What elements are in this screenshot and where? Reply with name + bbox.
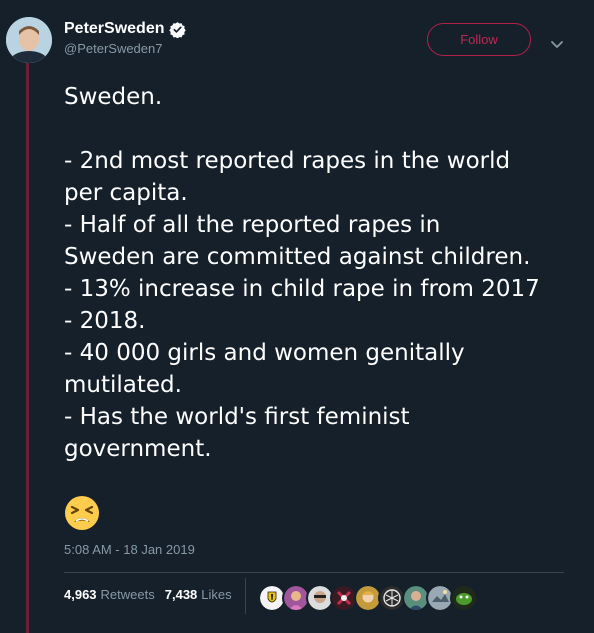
tweet-line: - Has the world's first feminist [64, 404, 410, 430]
tweet-line: - Half of all the reported rapes in [64, 212, 441, 238]
tweet-line: per capita. [64, 180, 188, 206]
retweets-stat[interactable]: 4,963 Retweets [64, 587, 155, 602]
likes-stat[interactable]: 7,438 Likes [165, 587, 232, 602]
tweet-stats: 4,963 Retweets 7,438 Likes [64, 587, 232, 602]
follow-button[interactable]: Follow [427, 23, 531, 56]
tweet-line: Sweden are committed against children. [64, 244, 531, 270]
tweet-line: - 13% increase in child rape in from 201… [64, 276, 540, 302]
tweet-line: government. [64, 436, 212, 462]
likes-count: 7,438 [164, 587, 198, 602]
liker-avatar-4[interactable] [330, 584, 358, 612]
author-block: PeterSweden @PeterSweden7 [64, 20, 187, 56]
retweets-count: 4,963 [64, 587, 97, 602]
chevron-down-icon[interactable] [550, 35, 564, 48]
liker-avatar-1[interactable] [258, 584, 286, 612]
verified-badge-icon [169, 21, 187, 38]
likes-label: Likes [201, 587, 232, 602]
stats-separator [245, 578, 246, 614]
thread-line [26, 62, 29, 633]
liker-avatar-2[interactable] [282, 584, 310, 612]
timestamp[interactable]: 5:08 AM - 18 Jan 2019 [64, 542, 195, 557]
tweet-line: - 2nd most reported rapes in the world [64, 148, 511, 174]
handle[interactable]: @PeterSweden7 [64, 41, 163, 56]
tired-face-emoji-icon [64, 495, 100, 531]
divider [64, 572, 564, 573]
tweet-line: - 40 000 girls and women genitally [64, 340, 465, 366]
tweet-line-blank [64, 113, 574, 145]
liker-avatars [258, 584, 478, 612]
tweet-line: - 2018. [64, 308, 146, 334]
avatar[interactable] [6, 17, 52, 63]
retweets-label: Retweets [100, 587, 155, 602]
tweet-line: Sweden. [64, 84, 163, 110]
tweet-line: mutilated. [64, 372, 182, 398]
liker-avatar-3[interactable] [306, 584, 334, 612]
liker-avatar-9[interactable] [450, 584, 478, 612]
tweet-text: Sweden. - 2nd most reported rapes in the… [64, 81, 574, 465]
display-name[interactable]: PeterSweden [64, 20, 165, 37]
liker-avatar-6[interactable] [378, 584, 406, 612]
